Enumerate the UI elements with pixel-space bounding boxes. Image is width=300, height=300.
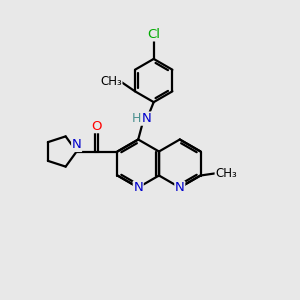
Text: N: N [72, 138, 82, 152]
Text: O: O [91, 120, 102, 133]
Text: N: N [133, 181, 143, 194]
Text: Cl: Cl [148, 28, 160, 41]
Text: H: H [132, 112, 142, 125]
Text: CH₃: CH₃ [100, 75, 122, 88]
Text: N: N [142, 112, 152, 125]
Text: CH₃: CH₃ [215, 167, 237, 180]
Text: N: N [175, 181, 185, 194]
